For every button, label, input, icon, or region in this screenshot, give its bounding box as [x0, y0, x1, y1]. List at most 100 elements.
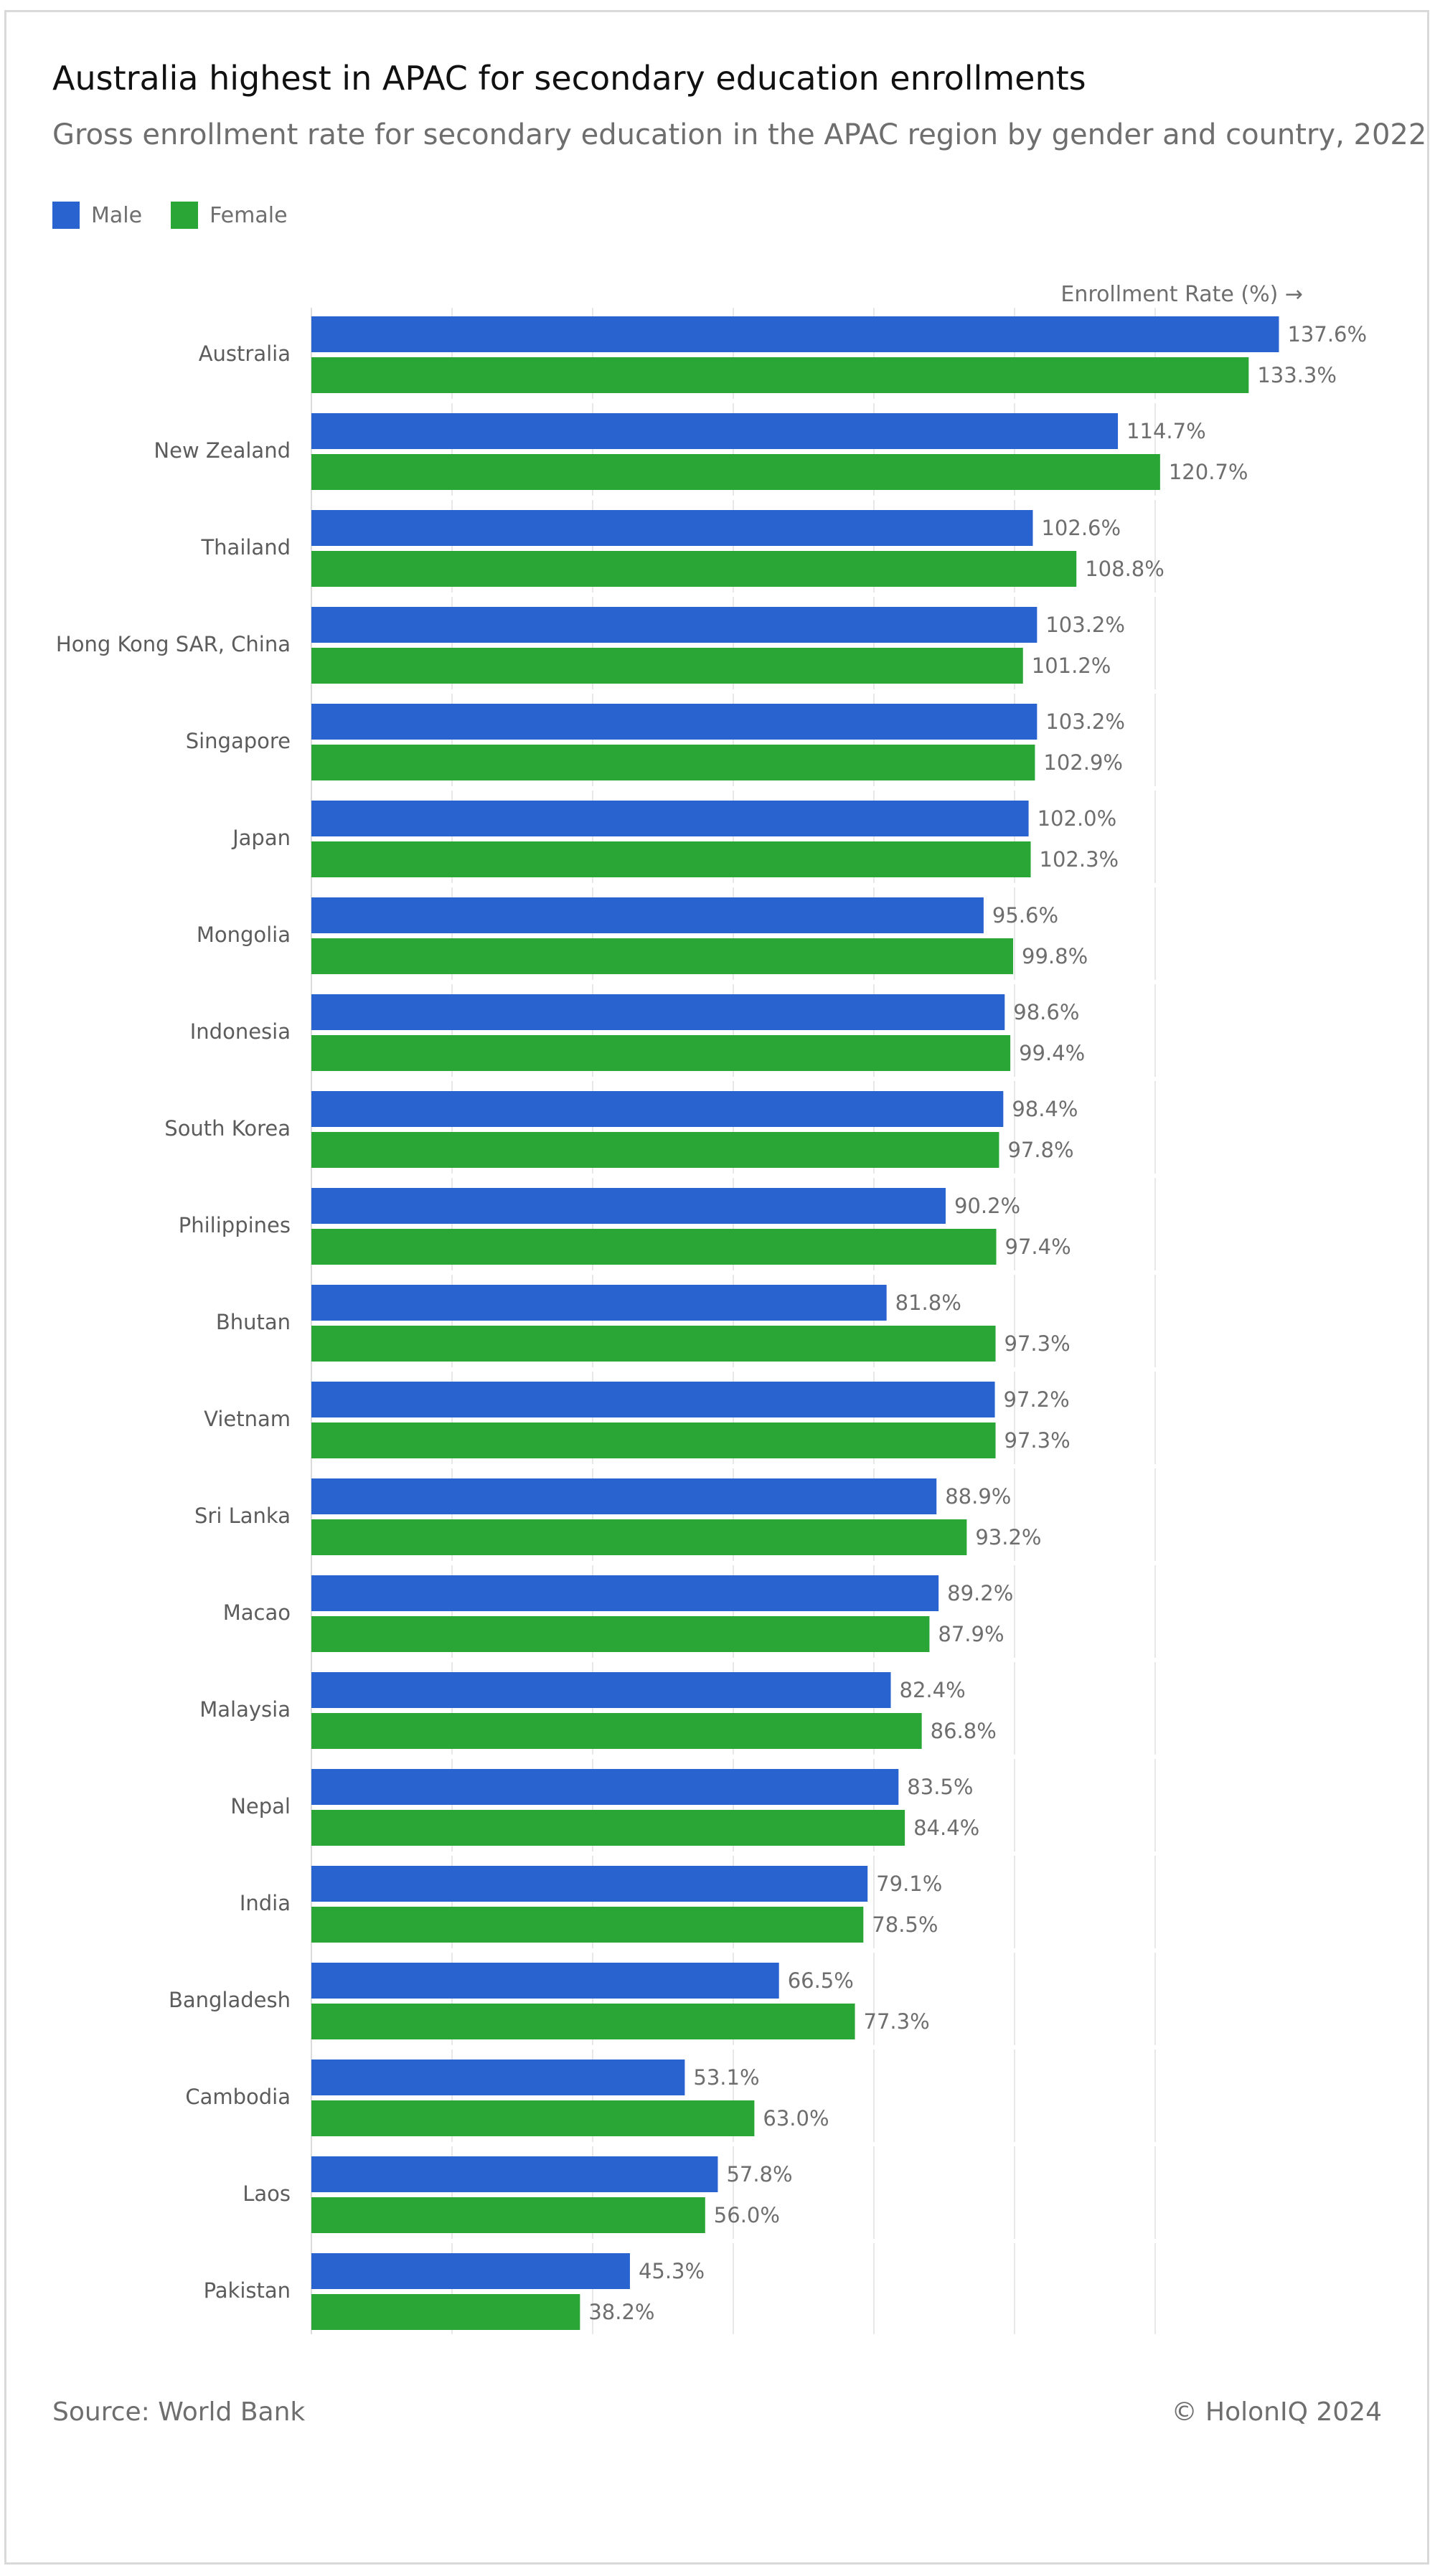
- data-label: 97.3%: [1004, 1331, 1071, 1356]
- data-label: 66.5%: [788, 1968, 854, 1993]
- bar-female: [311, 841, 1031, 877]
- x-axis-label: Enrollment Rate (%) →: [1060, 282, 1303, 307]
- bar-male: [311, 1672, 891, 1708]
- data-label: 102.9%: [1043, 750, 1123, 775]
- data-label: 84.4%: [913, 1816, 979, 1840]
- data-label: 98.4%: [1012, 1097, 1078, 1121]
- group-separator: [313, 1077, 1297, 1081]
- data-label: 103.2%: [1045, 709, 1125, 734]
- bar-female: [311, 1616, 930, 1652]
- group-separator: [313, 1658, 1297, 1662]
- category-label: Nepal: [230, 1794, 291, 1818]
- data-label: 101.2%: [1032, 654, 1111, 678]
- data-label: 77.3%: [864, 2009, 930, 2034]
- category-label: Laos: [243, 2181, 291, 2206]
- data-label: 53.1%: [693, 2065, 759, 2090]
- group-separator: [313, 2142, 1297, 2146]
- bar-female: [311, 745, 1035, 780]
- bar-male: [311, 897, 984, 933]
- data-label: 99.8%: [1022, 944, 1088, 968]
- category-label: Bangladesh: [169, 1988, 291, 2012]
- data-label: 88.9%: [945, 1484, 1011, 1509]
- bar-female: [311, 1035, 1011, 1071]
- chart-subtitle: Gross enrollment rate for secondary educ…: [52, 118, 1427, 151]
- bar-female: [311, 648, 1023, 684]
- category-label: Malaysia: [199, 1697, 291, 1722]
- bar-female: [311, 2004, 855, 2039]
- bar-male: [311, 1188, 946, 1224]
- data-label: 90.2%: [954, 1194, 1020, 1218]
- bar-male: [311, 1769, 899, 1805]
- category-label: Bhutan: [216, 1310, 291, 1334]
- category-label: Vietnam: [204, 1407, 291, 1431]
- data-label: 82.4%: [900, 1678, 966, 1702]
- group-separator: [313, 1174, 1297, 1178]
- bar-female: [311, 357, 1249, 393]
- data-label: 87.9%: [938, 1622, 1004, 1646]
- legend: Male Female: [52, 202, 316, 229]
- category-label: Japan: [231, 826, 291, 850]
- group-separator: [313, 1367, 1297, 1372]
- legend-swatch-male: [52, 202, 80, 229]
- group-separator: [313, 1948, 1297, 1953]
- data-label: 120.7%: [1169, 460, 1248, 484]
- category-label: Singapore: [186, 729, 291, 753]
- bar-male: [311, 1285, 887, 1321]
- category-label: Philippines: [179, 1213, 291, 1237]
- data-label: 86.8%: [931, 1719, 997, 1743]
- bar-male: [311, 1382, 995, 1417]
- bar-female: [311, 1132, 999, 1168]
- data-label: 83.5%: [907, 1775, 973, 1799]
- legend-label-female: Female: [210, 202, 288, 228]
- group-separator: [313, 883, 1297, 887]
- data-label: 78.5%: [872, 1912, 938, 1937]
- category-label: Cambodia: [185, 2085, 291, 2109]
- legend-item-female[interactable]: Female: [171, 202, 288, 229]
- data-label: 98.6%: [1013, 1000, 1079, 1024]
- data-label: 114.7%: [1126, 419, 1206, 443]
- group-separator: [313, 1464, 1297, 1468]
- data-label: 63.0%: [763, 2106, 829, 2131]
- data-label: 102.0%: [1038, 806, 1117, 831]
- data-label: 108.8%: [1085, 557, 1165, 581]
- data-label: 102.3%: [1040, 847, 1119, 872]
- category-label: Pakistan: [204, 2278, 291, 2303]
- category-label: Sri Lanka: [194, 1504, 291, 1528]
- bar-female: [311, 2100, 755, 2136]
- group-separator: [313, 980, 1297, 984]
- bar-female: [311, 551, 1077, 587]
- bar-female: [311, 1907, 864, 1943]
- bar-female: [311, 1229, 997, 1265]
- data-label: 57.8%: [726, 2162, 792, 2186]
- category-label: Indonesia: [190, 1019, 291, 1044]
- data-label: 56.0%: [714, 2203, 780, 2227]
- bar-female: [311, 1326, 996, 1362]
- group-separator: [313, 1851, 1297, 1856]
- group-separator: [313, 593, 1297, 597]
- bar-male: [311, 2060, 685, 2095]
- data-label: 95.6%: [992, 903, 1058, 928]
- bar-female: [311, 1810, 905, 1846]
- data-label: 93.2%: [975, 1525, 1041, 1549]
- bar-male: [311, 1575, 939, 1611]
- category-label: Macao: [223, 1600, 291, 1625]
- data-label: 137.6%: [1287, 322, 1367, 346]
- bar-female: [311, 454, 1160, 490]
- category-label: South Korea: [164, 1116, 291, 1141]
- bar-male: [311, 2156, 718, 2192]
- chart-title: Australia highest in APAC for secondary …: [52, 59, 1086, 98]
- group-separator: [313, 1755, 1297, 1759]
- data-label: 99.4%: [1019, 1041, 1085, 1065]
- group-separator: [313, 2239, 1297, 2243]
- bar-female: [311, 938, 1014, 974]
- legend-item-male[interactable]: Male: [52, 202, 142, 229]
- category-label: Hong Kong SAR, China: [56, 632, 291, 656]
- bar-male: [311, 994, 1005, 1030]
- bar-male: [311, 1091, 1004, 1127]
- bar-male: [311, 1478, 937, 1514]
- source-note: Source: World Bank: [52, 2397, 306, 2427]
- bar-male: [311, 704, 1038, 740]
- legend-label-male: Male: [91, 202, 143, 228]
- group-separator: [313, 399, 1297, 403]
- data-label: 97.4%: [1005, 1235, 1071, 1259]
